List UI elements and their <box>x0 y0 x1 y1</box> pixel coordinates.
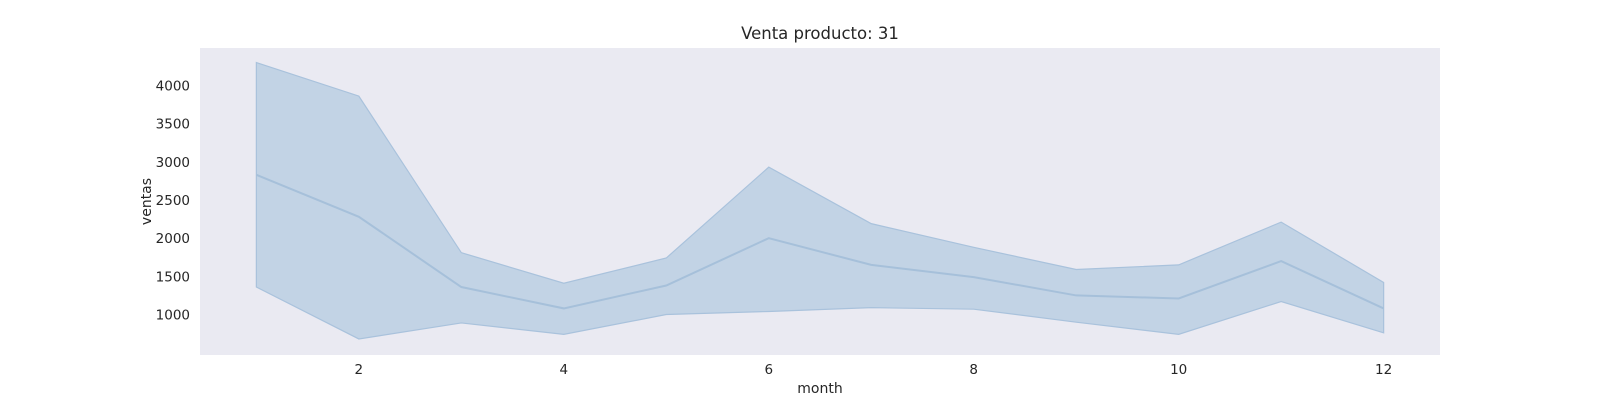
chart-title: Venta producto: 31 <box>741 24 899 43</box>
y-tick-label: 3000 <box>156 155 190 171</box>
x-tick-label: 6 <box>764 362 773 378</box>
series-line-0 <box>255 173 1385 310</box>
confidence-bands <box>255 61 1385 340</box>
y-tick-label: 1000 <box>156 308 190 324</box>
x-tick-label: 10 <box>1170 362 1187 378</box>
x-tick-label: 12 <box>1375 362 1392 378</box>
y-tick-label: 3500 <box>156 117 190 133</box>
x-tick-label: 8 <box>969 362 978 378</box>
x-tick-label: 2 <box>355 362 364 378</box>
y-tick-label: 1500 <box>156 269 190 285</box>
y-tick-label: 2500 <box>156 193 190 209</box>
y-tick-labels: 1000 1500 2000 2500 3000 3500 4000 <box>156 78 190 323</box>
x-axis-label: month <box>797 381 842 397</box>
y-tick-label: 4000 <box>156 78 190 94</box>
x-tick-labels: 2 4 6 8 10 12 <box>355 362 1393 378</box>
confidence-band-0 <box>255 61 1385 340</box>
series-lines <box>255 173 1385 310</box>
y-axis-label: ventas <box>139 178 155 225</box>
x-tick-label: 4 <box>560 362 569 378</box>
y-tick-label: 2000 <box>156 231 190 247</box>
